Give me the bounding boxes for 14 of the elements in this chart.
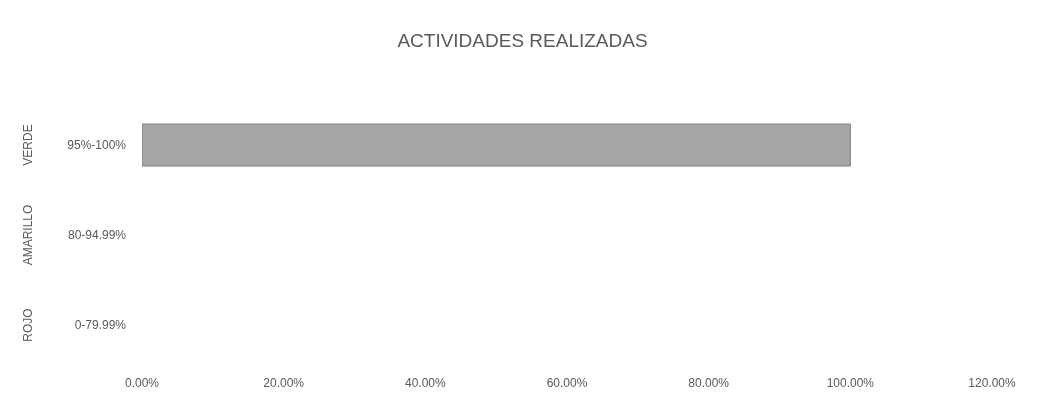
text: ROJO — [21, 308, 35, 342]
y-tick-label: 80-94.99% — [67, 228, 127, 242]
x-tick-label: 20.00% — [263, 375, 305, 390]
x-tick-label: 80.00% — [688, 375, 730, 390]
x-tick-label: 100.00% — [826, 375, 875, 390]
text: VERDE — [21, 124, 35, 166]
x-tick-label: 40.00% — [404, 375, 447, 390]
y-tick-label: 95%-100% — [67, 138, 127, 152]
x-tick-label: 120.00% — [968, 375, 1017, 390]
chart-title: ACTIVIDADES REALIZADAS — [396, 30, 649, 53]
x-tick-label: 0.00% — [124, 375, 160, 390]
x-tick-label: 60.00% — [546, 375, 588, 390]
y-tick-label: 0-79.99% — [74, 318, 127, 332]
text: AMARILLO — [21, 204, 35, 266]
